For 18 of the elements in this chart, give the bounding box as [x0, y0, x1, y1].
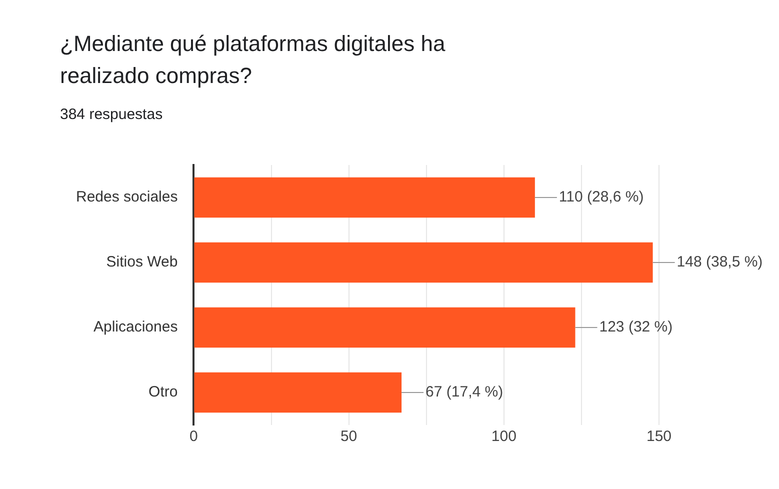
data-label: 123 (32 %): [599, 318, 673, 336]
data-label: 67 (17,4 %): [426, 384, 504, 401]
chart-subtitle: 384 respuestas: [60, 106, 163, 123]
bar: [194, 372, 402, 413]
y-tick-label: Sitios Web: [106, 254, 178, 271]
data-label: 148 (38,5 %): [676, 254, 763, 271]
y-tick-label: Otro: [148, 384, 178, 401]
bar: [194, 177, 535, 218]
x-tick-label: 150: [646, 428, 672, 446]
x-tick-label: 100: [491, 428, 516, 446]
chart-title: ¿Mediante qué plataformas digitales ha realizado compras?: [60, 30, 446, 90]
bar: [194, 242, 653, 283]
bar: [194, 307, 576, 348]
x-tick-label: 0: [190, 428, 198, 446]
x-tick-label: 50: [340, 428, 358, 446]
data-label: 110 (28,6 %): [558, 188, 644, 206]
y-tick-label: Aplicaciones: [94, 318, 178, 336]
y-tick-label: Redes sociales: [76, 188, 178, 206]
